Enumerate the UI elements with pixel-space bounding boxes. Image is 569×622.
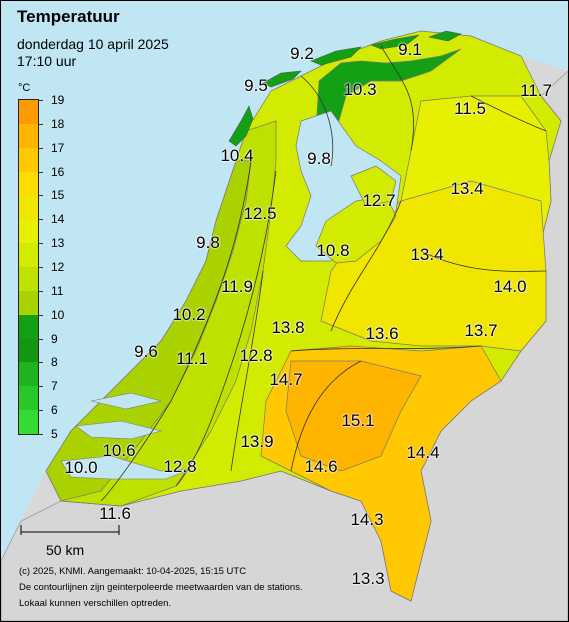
legend-tick-mark bbox=[38, 171, 43, 173]
legend-tick-label: 19 bbox=[51, 93, 65, 107]
noordoostpolder bbox=[350, 165, 397, 207]
station-value: 9.6 bbox=[134, 342, 158, 361]
station-value: 9.8 bbox=[307, 149, 331, 168]
legend-color-segment bbox=[19, 243, 38, 268]
scale-bar-graphic bbox=[20, 525, 120, 535]
legend-tick-mark bbox=[38, 290, 43, 292]
station-value: 13.4 bbox=[410, 245, 444, 264]
legend-tick-mark bbox=[38, 195, 43, 197]
station-value: 9.1 bbox=[398, 40, 422, 59]
footer-disclaimer: Lokaal kunnen verschillen optreden. bbox=[19, 598, 172, 609]
station-value: 10.3 bbox=[343, 80, 377, 99]
legend-color-segment bbox=[19, 338, 38, 363]
legend-tick-mark bbox=[38, 362, 43, 364]
legend-color-segment bbox=[19, 410, 38, 435]
footer-note: De contourlijnen zijn geinterpoleerde me… bbox=[19, 582, 303, 593]
station-value: 12.8 bbox=[239, 346, 273, 365]
legend-tick-label: 16 bbox=[51, 164, 65, 179]
station-value: 14.3 bbox=[350, 510, 384, 529]
legend-color-segment bbox=[19, 314, 38, 340]
station-value: 12.7 bbox=[362, 191, 396, 210]
footer-copyright: (c) 2025, KNMI. Aangemaakt: 10-04-2025, … bbox=[19, 566, 247, 577]
legend-tick-mark bbox=[38, 147, 43, 149]
station-value: 15.1 bbox=[341, 411, 375, 430]
legend-tick-label: 15 bbox=[51, 188, 65, 203]
station-value: 11.1 bbox=[176, 349, 208, 368]
legend-color-segment bbox=[19, 123, 38, 149]
station-value: 10.6 bbox=[102, 441, 136, 460]
legend-tick-label: 11 bbox=[51, 283, 64, 298]
map-title: Temperatuur bbox=[17, 7, 120, 26]
legend-tick-mark bbox=[38, 100, 43, 101]
legend-color-bar bbox=[18, 99, 39, 435]
legend-tick-mark bbox=[38, 267, 43, 268]
legend-tick-label: 18 bbox=[51, 116, 65, 131]
station-value: 13.9 bbox=[240, 432, 274, 451]
station-value: 14.4 bbox=[406, 443, 440, 462]
map-date: donderdag 10 april 2025 bbox=[17, 36, 169, 52]
station-value: 13.6 bbox=[365, 324, 399, 343]
legend-tick-label: 5 bbox=[51, 427, 58, 441]
station-value: 11.6 bbox=[99, 504, 131, 523]
station-value: 12.5 bbox=[243, 204, 277, 223]
legend-tick-mark bbox=[38, 219, 43, 221]
legend-color-segment bbox=[19, 195, 38, 220]
legend-tick-label: 6 bbox=[51, 403, 58, 418]
station-value: 14.7 bbox=[269, 370, 303, 389]
legend-tick-label: 13 bbox=[51, 236, 65, 251]
legend-color-segment bbox=[19, 171, 38, 196]
station-value: 11.5 bbox=[454, 99, 486, 118]
legend-tick-label: 7 bbox=[51, 379, 58, 394]
north-sea bbox=[1, 1, 568, 561]
station-value: 13.4 bbox=[450, 179, 484, 198]
legend-tick-label: 14 bbox=[51, 212, 65, 227]
legend-tick-mark bbox=[38, 123, 43, 125]
legend-color-segment bbox=[19, 100, 38, 125]
station-value: 14.6 bbox=[304, 457, 338, 476]
station-value: 13.3 bbox=[351, 569, 385, 588]
legend-color-segment bbox=[19, 362, 38, 387]
legend-tick-mark bbox=[38, 410, 43, 412]
legend-unit: °C bbox=[18, 82, 31, 94]
legend-tick-label: 10 bbox=[51, 307, 65, 322]
station-value: 11.7 bbox=[520, 81, 552, 100]
legend-tick-label: 17 bbox=[51, 140, 65, 155]
station-value: 10.2 bbox=[172, 305, 206, 324]
legend-tick-mark bbox=[38, 434, 43, 435]
legend-color-segment bbox=[19, 290, 38, 316]
station-value: 9.8 bbox=[196, 233, 220, 252]
wadden-islands bbox=[228, 30, 462, 147]
legend-tick-mark bbox=[38, 243, 43, 245]
station-value: 11.9 bbox=[221, 277, 253, 296]
legend-color-segment bbox=[19, 386, 38, 411]
station-value: 10.4 bbox=[220, 146, 254, 165]
station-value: 9.5 bbox=[244, 76, 268, 95]
legend-color-segment bbox=[19, 219, 38, 244]
legend-color-segment bbox=[19, 267, 38, 292]
legend-tick-mark bbox=[38, 386, 43, 388]
map-time: 17:10 uur bbox=[17, 53, 77, 69]
scale-bar-label: 50 km bbox=[46, 542, 85, 558]
legend-tick-mark bbox=[38, 314, 43, 316]
legend-tick-label: 8 bbox=[51, 355, 58, 370]
contour-lines bbox=[100, 45, 547, 502]
legend-tick-label: 9 bbox=[51, 331, 58, 346]
legend-tick-mark bbox=[38, 338, 43, 340]
station-value: 13.7 bbox=[464, 321, 498, 340]
station-value: 14.0 bbox=[493, 277, 527, 296]
legend-tick-label: 12 bbox=[51, 260, 65, 274]
zeeland-water bbox=[60, 392, 192, 480]
station-value: 10.0 bbox=[64, 458, 98, 477]
station-value: 13.8 bbox=[271, 318, 305, 337]
station-value: 12.8 bbox=[163, 457, 197, 476]
legend-color-segment bbox=[19, 147, 38, 173]
station-value: 9.2 bbox=[290, 44, 314, 63]
station-value: 10.8 bbox=[316, 241, 350, 260]
